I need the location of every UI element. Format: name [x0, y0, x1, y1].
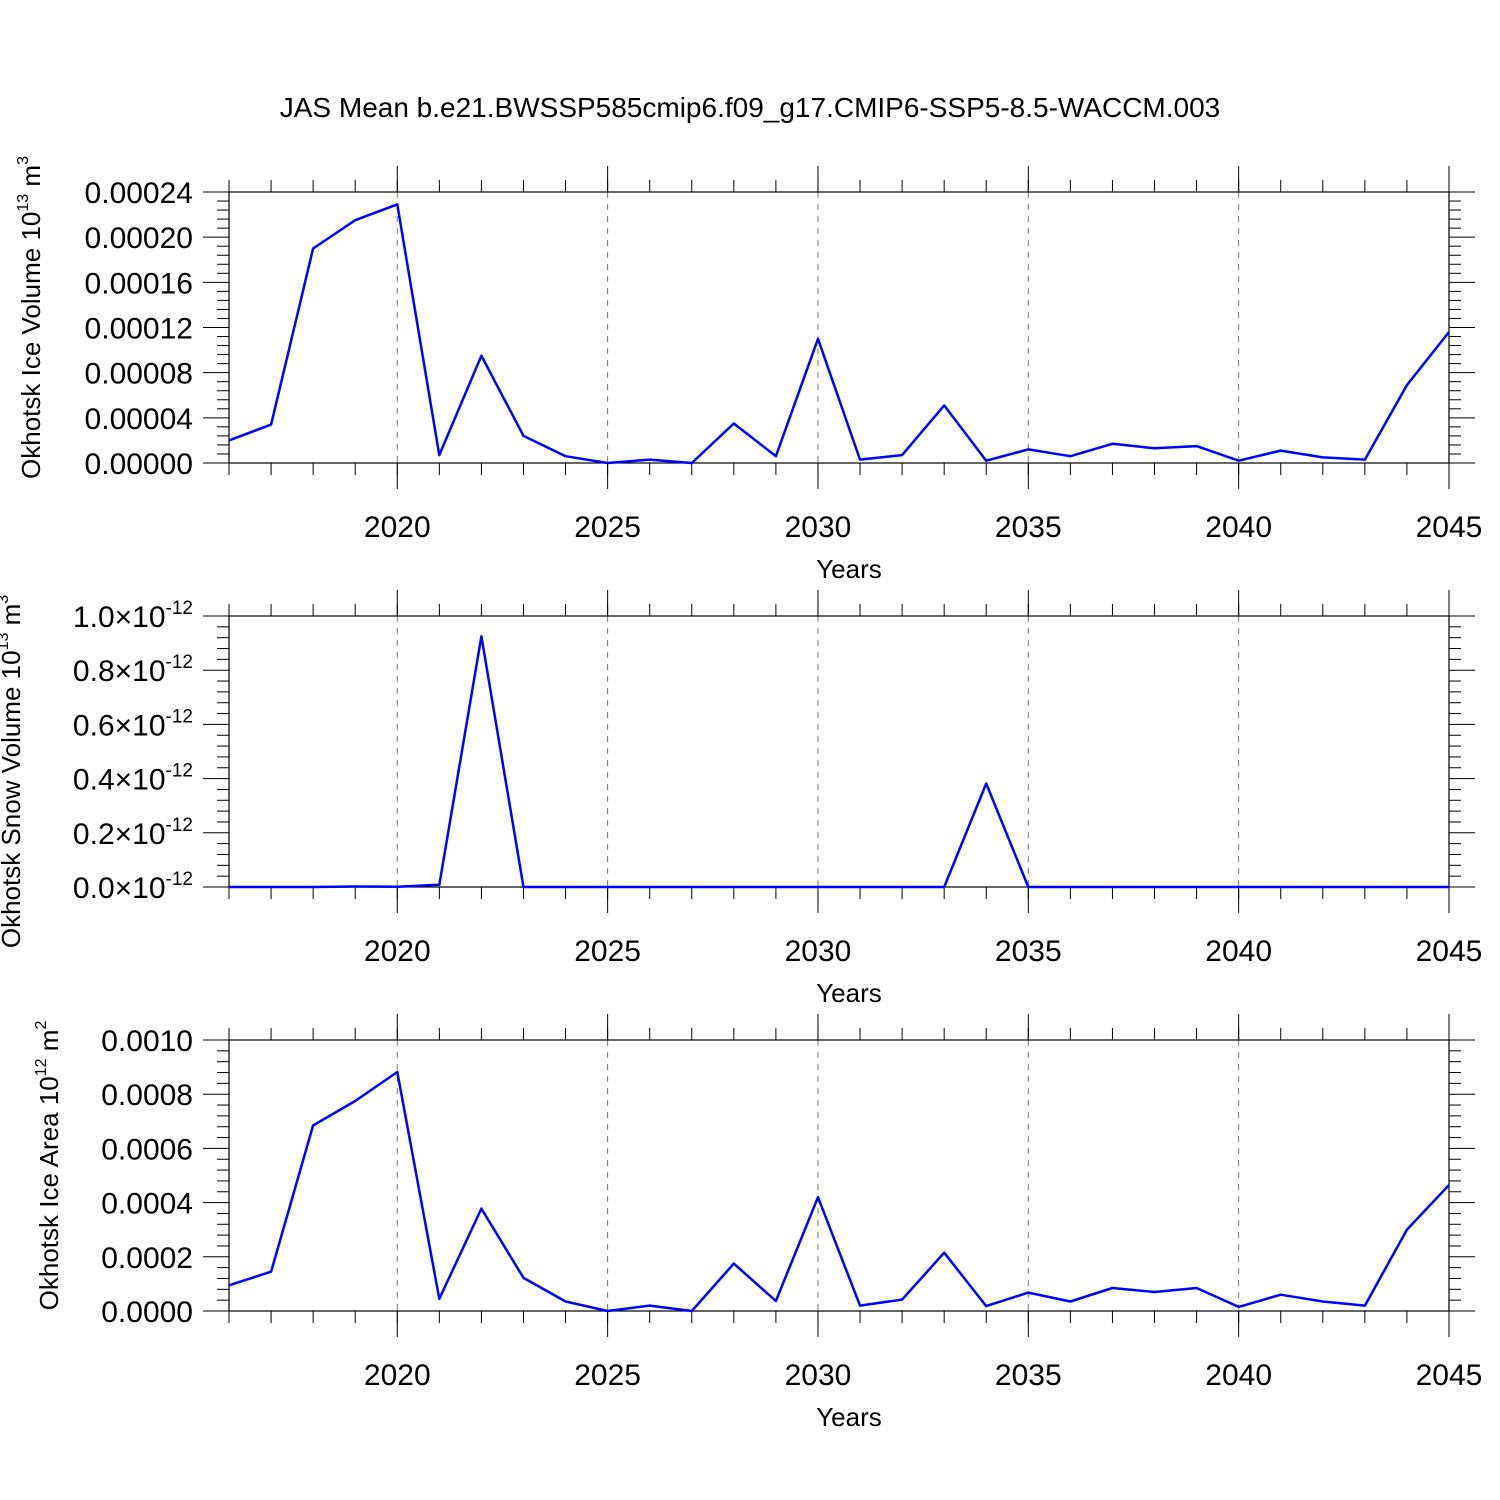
x-tick-label: 2035	[995, 935, 1062, 968]
x-tick-label: 2025	[574, 511, 641, 544]
y-tick-label: 0.00016	[85, 267, 193, 300]
y-tick-label: 0.00012	[85, 313, 193, 346]
x-tick-label: 2040	[1205, 935, 1272, 968]
series-line	[228, 203, 1450, 465]
y-tick-label: 0.0008	[101, 1079, 193, 1112]
y-tick-label: 0.00024	[85, 177, 193, 210]
x-tick-label: 2035	[995, 1359, 1062, 1392]
y-tick-label: 0.00008	[85, 358, 193, 391]
series-line	[229, 635, 1449, 889]
y-tick-label: 0.0000	[101, 1296, 193, 1329]
y-tick-label: 0.0002	[101, 1242, 193, 1275]
x-tick-label: 2020	[364, 1359, 431, 1392]
x-axis-label: Years	[816, 1402, 882, 1432]
x-tick-label: 2035	[995, 511, 1062, 544]
y-tick-label: 0.00000	[85, 448, 193, 481]
x-axis-label: Years	[816, 978, 882, 1008]
y-tick-label: 0.4×10-12	[73, 761, 193, 797]
x-tick-label: 2020	[364, 935, 431, 968]
x-tick-label: 2025	[574, 935, 641, 968]
x-tick-label: 2045	[1416, 1359, 1483, 1392]
y-axis-label: Okhotsk Ice Volume 1013 m3	[15, 156, 46, 479]
chart-panel-3: 2020 2025 2030 2035 2040 2045 0.0000 0.0002 0.00…	[33, 1014, 1482, 1432]
figure-title: JAS Mean b.e21.BWSSP585cmip6.f09_g17.CMI…	[280, 92, 1221, 123]
y-tick-label: 0.8×10-12	[73, 652, 193, 688]
x-axis-label: Years	[816, 554, 882, 584]
x-tick-label: 2045	[1416, 935, 1483, 968]
x-tick-label: 2030	[785, 1359, 852, 1392]
y-tick-label: 0.0004	[101, 1188, 193, 1221]
y-tick-label: 0.0010	[101, 1025, 193, 1058]
y-tick-label: 0.6×10-12	[73, 706, 193, 742]
y-tick-label: 0.00020	[85, 222, 193, 255]
x-tick-label: 2030	[785, 935, 852, 968]
y-axis-label: Okhotsk Ice Area 1012 m2	[33, 1021, 64, 1311]
plot-frame	[228, 191, 1450, 464]
x-tick-label: 2045	[1416, 511, 1483, 544]
plot-frame	[228, 615, 1450, 888]
x-tick-label: 2025	[574, 1359, 641, 1392]
y-tick-label: 0.0006	[101, 1133, 193, 1166]
chart-panel-1: 2020 2025 2030 2035 2040 2045 0.00000 0.00004 0.…	[15, 156, 1482, 584]
chart-panel-2: 2020 2025 2030 2035 2040 2045 0.0×10-12 0.2×10-…	[0, 590, 1482, 1008]
y-tick-label: 0.00004	[85, 403, 193, 436]
series-line	[228, 1070, 1450, 1313]
x-tick-label: 2040	[1205, 1359, 1272, 1392]
y-tick-label: 0.0×10-12	[73, 869, 193, 905]
y-tick-label: 1.0×10-12	[73, 598, 193, 634]
y-tick-label: 0.2×10-12	[73, 815, 193, 851]
x-tick-label: 2040	[1205, 511, 1272, 544]
y-axis-label: Okhotsk Snow Volume 1013 m3	[0, 595, 26, 948]
x-tick-label: 2020	[364, 511, 431, 544]
x-tick-label: 2030	[785, 511, 852, 544]
plot-frame	[228, 1039, 1450, 1312]
